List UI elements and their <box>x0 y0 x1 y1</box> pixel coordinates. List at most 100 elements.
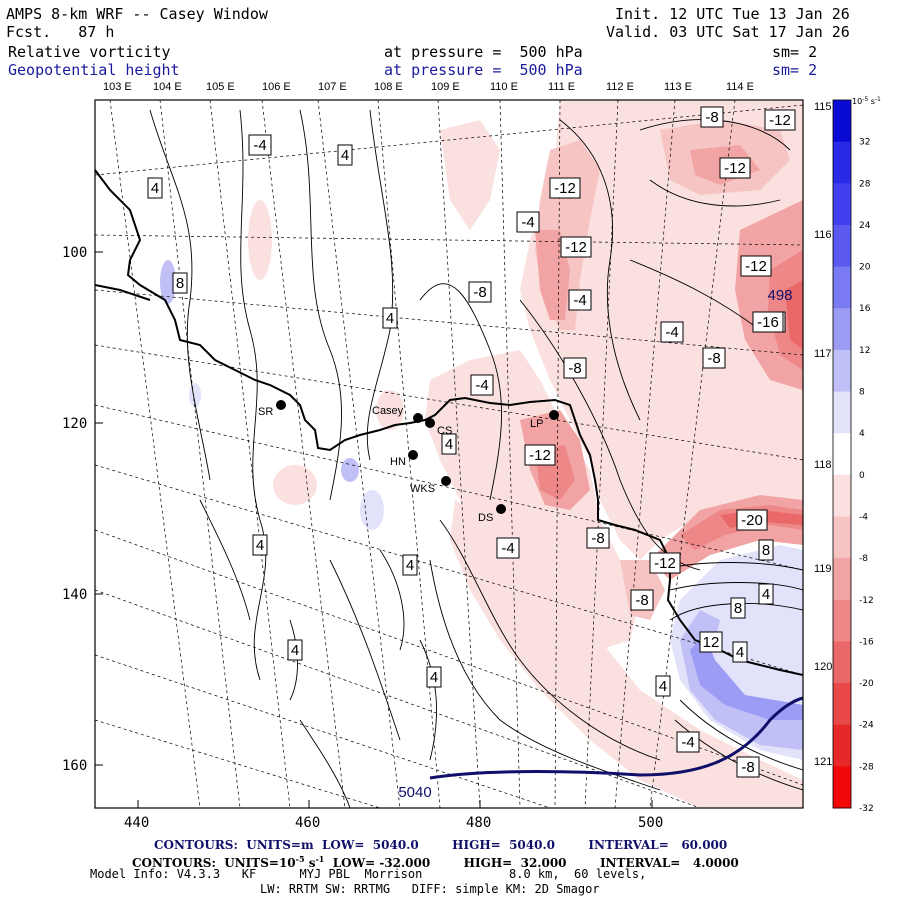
station-dot-wks <box>441 476 451 486</box>
longitude-labels-top: 103 E 104 E 105 E 106 E 107 E 108 E 109 E 110 E… <box>103 81 754 93</box>
stations: SR Casey CS HN WKS LP DS <box>258 400 559 524</box>
valid-time: Valid. 03 UTC Sat 17 Jan 26 <box>606 23 850 41</box>
contour-label-box <box>516 211 540 233</box>
colorbar-label: 20 <box>859 263 871 273</box>
colorbar-label: -28 <box>859 762 874 772</box>
contour-label-text: -4 <box>573 292 586 309</box>
vorticity-contour-label: -12 <box>740 255 772 277</box>
vorticity-contour-label: 4 <box>147 177 163 199</box>
contour-label-text: -8 <box>741 759 754 776</box>
contour-label-box <box>649 552 681 574</box>
colorbar-label: -20 <box>859 679 874 689</box>
colorbar-label: 8 <box>859 388 865 398</box>
vorticity-contour-label: -8 <box>468 281 492 303</box>
longitude-label: 111 E <box>548 81 575 93</box>
contour-label-text: -12 <box>529 447 551 464</box>
contour-label-text: -16 <box>757 314 779 331</box>
colorbar-label: -32 <box>859 804 874 814</box>
x-tick-440: 440 <box>124 815 149 831</box>
y-tick-120: 120 <box>62 416 87 432</box>
colorbar-label: 32 <box>859 138 870 148</box>
colorbar-swatch <box>833 224 851 268</box>
contour-label-box <box>470 374 494 396</box>
vorticity-contour-label: 4 <box>382 307 398 329</box>
longitude-label: 108 E <box>374 81 403 93</box>
contour-label-box <box>441 433 457 455</box>
vorticity-contour-label: -4 <box>496 537 520 559</box>
contour-label-text: 4 <box>762 586 770 603</box>
contour-label-text: -8 <box>635 592 648 609</box>
contour-label-text: -12 <box>554 180 576 197</box>
vorticity-contour-label: 4 <box>732 641 748 663</box>
vorticity-contour-label: -8 <box>563 357 587 379</box>
vorticity-contour-label: -8 <box>586 527 610 549</box>
longitude-label: 105 E <box>206 81 235 93</box>
colorbar-swatch <box>833 433 851 476</box>
contour-label-box <box>248 134 272 156</box>
contour-label-text: 8 <box>734 600 742 617</box>
contour-label-text: 4 <box>406 557 414 574</box>
colorbar-swatch <box>833 516 851 559</box>
colorbar-label: 12 <box>859 346 870 356</box>
height-contour-label: 498 <box>767 287 792 304</box>
y-tick-160: 160 <box>62 758 87 774</box>
contour-label-box <box>702 347 726 369</box>
colorbar-label: -4 <box>859 512 868 522</box>
field2-level: at pressure = 500 hPa <box>384 61 583 79</box>
contour-label-box <box>699 631 723 653</box>
contour-label-box <box>560 236 592 258</box>
contour-label-box <box>568 289 592 311</box>
colorbar-swatch <box>833 474 851 517</box>
contour-label-text: 4 <box>430 669 438 686</box>
contour-label-box <box>676 731 700 753</box>
contour-label-text: 4 <box>386 310 394 327</box>
longitude-label: 113 E <box>664 81 692 93</box>
colorbar-label: -8 <box>859 554 868 564</box>
colorbar-swatch <box>833 391 851 434</box>
contour-label-text: 4 <box>659 678 667 695</box>
contour-label-box <box>382 307 398 329</box>
longitude-label: 109 E <box>431 81 460 93</box>
vorticity-contour-label: -4 <box>660 321 684 343</box>
contour-label-text: 4 <box>151 180 159 197</box>
contour-label-text: -12 <box>769 112 791 129</box>
vorticity-contour-label: 4 <box>287 639 303 661</box>
vorticity-contour-label: -12 <box>719 157 751 179</box>
contour-label-box <box>732 641 748 663</box>
colorbar-label: 16 <box>859 304 871 314</box>
contour-label-text: -4 <box>501 540 514 557</box>
vorticity-contour-label: 8 <box>172 272 188 294</box>
vorticity-contour-label: -4 <box>248 134 272 156</box>
vorticity-contour-label: -12 <box>560 236 592 258</box>
station-dot-casey <box>413 413 423 423</box>
contour-label-box <box>468 281 492 303</box>
footer-contours-vorticity: CONTOURS: UNITS=10-5 s-1 LOW= -32.000 HI… <box>132 854 739 870</box>
contour-label-box <box>402 554 418 576</box>
vorticity-contour-label: -16 <box>752 311 784 333</box>
x-tick-500: 500 <box>638 815 663 831</box>
colorbar-unit: 10-5 s-1 <box>852 96 881 106</box>
x-tick-460: 460 <box>295 815 320 831</box>
longitude-label: 106 E <box>262 81 291 93</box>
contour-label-text: -8 <box>707 350 720 367</box>
contour-label-text: 5040 <box>398 784 431 801</box>
station-dot-cs <box>425 418 435 428</box>
field1-smoothing: sm= 2 <box>772 43 818 61</box>
station-dot-sr <box>276 400 286 410</box>
field1-name: Relative vorticity <box>8 43 171 61</box>
colorbar-swatch <box>833 599 851 642</box>
field2-name: Geopotential height <box>8 61 180 79</box>
vorticity-contour-label: -12 <box>549 177 581 199</box>
forecast-hour: Fcst. 87 h <box>6 23 115 41</box>
contour-label-box <box>496 537 520 559</box>
contour-label-box <box>736 509 768 531</box>
vorticity-contour-label: -4 <box>568 289 592 311</box>
contour-label-text: 8 <box>762 542 770 559</box>
colorbar: 32 28 24 20 16 12 8 4 0 -4 -8 -12 -16 -20 -24 -28 -32 <box>832 99 874 814</box>
contour-label-text: 12 <box>703 634 720 651</box>
contour-label-box <box>563 357 587 379</box>
contour-label-box <box>736 756 760 778</box>
vorticity-contour-label: 4 <box>402 554 418 576</box>
plot-frame <box>94 99 804 809</box>
